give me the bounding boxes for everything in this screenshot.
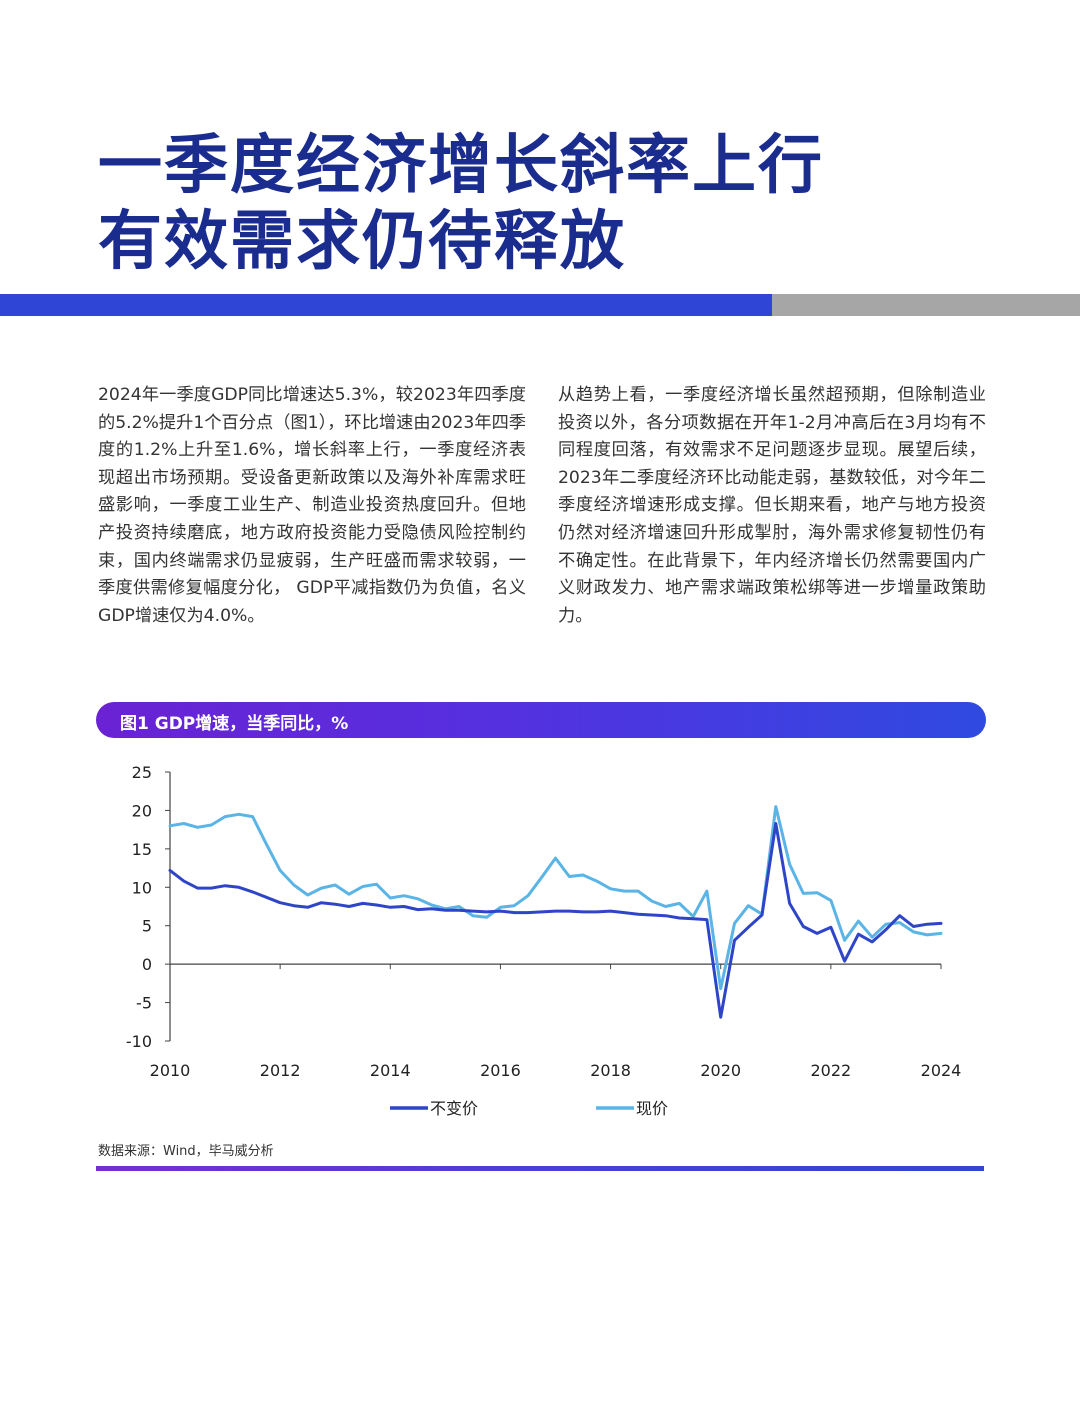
x-tick-label: 2010 <box>150 1061 191 1080</box>
chart-legend: 不变价 现价 <box>390 1099 668 1118</box>
x-tick-label: 2022 <box>810 1061 851 1080</box>
bottom-rule <box>96 1166 984 1171</box>
y-tick-label: 0 <box>142 955 152 974</box>
title-line-1: 一季度经济增长斜率上行 <box>98 129 824 203</box>
x-tick-label: 2012 <box>260 1061 301 1080</box>
y-tick-label: 10 <box>132 878 152 897</box>
x-tick-label: 2020 <box>700 1061 741 1080</box>
legend-label: 不变价 <box>430 1099 478 1118</box>
y-tick-label: 20 <box>132 801 152 820</box>
x-tick-label: 2024 <box>921 1061 962 1080</box>
body-paragraph-right: 从趋势上看，一季度经济增长虽然超预期，但除制造业投资以外，各分项数据在开年1-2… <box>558 385 986 626</box>
title-line-2: 有效需求仍待释放 <box>98 205 626 279</box>
figure-title-banner: 图1 GDP增速，当季同比，% <box>96 702 986 738</box>
page-title: 一季度经济增长斜率上行 有效需求仍待释放 <box>98 128 824 280</box>
y-tick-label: -5 <box>136 994 152 1013</box>
header-band-gray <box>772 294 1080 316</box>
series-line-nominal <box>168 805 943 991</box>
gdp-growth-chart: 25 20 15 10 5 0 -5 -10 2010 2012 2014 2016 2018 2020 2… <box>126 763 962 1118</box>
figure-title: 图1 GDP增速，当季同比，% <box>120 714 349 734</box>
series-line-real <box>168 822 943 1019</box>
legend-label: 现价 <box>636 1099 668 1118</box>
x-tick-label: 2014 <box>370 1061 411 1080</box>
x-tick-label: 2016 <box>480 1061 521 1080</box>
chart-axes: 25 20 15 10 5 0 -5 -10 2010 2012 2014 2016 2018 2020 2… <box>126 763 962 1080</box>
body-paragraph-left: 2024年一季度GDP同比增速达5.3%，较2023年四季度的5.2%提升1个百… <box>98 385 526 626</box>
chart-series-lines <box>168 805 943 1019</box>
x-tick-label: 2018 <box>590 1061 631 1080</box>
header-band-blue <box>0 294 772 316</box>
y-tick-label: 5 <box>142 917 152 936</box>
y-tick-label: 25 <box>132 763 152 782</box>
y-tick-label: 15 <box>132 840 152 859</box>
y-tick-label: -10 <box>126 1032 152 1051</box>
data-source-note: 数据来源：Wind，毕马威分析 <box>98 1144 274 1159</box>
